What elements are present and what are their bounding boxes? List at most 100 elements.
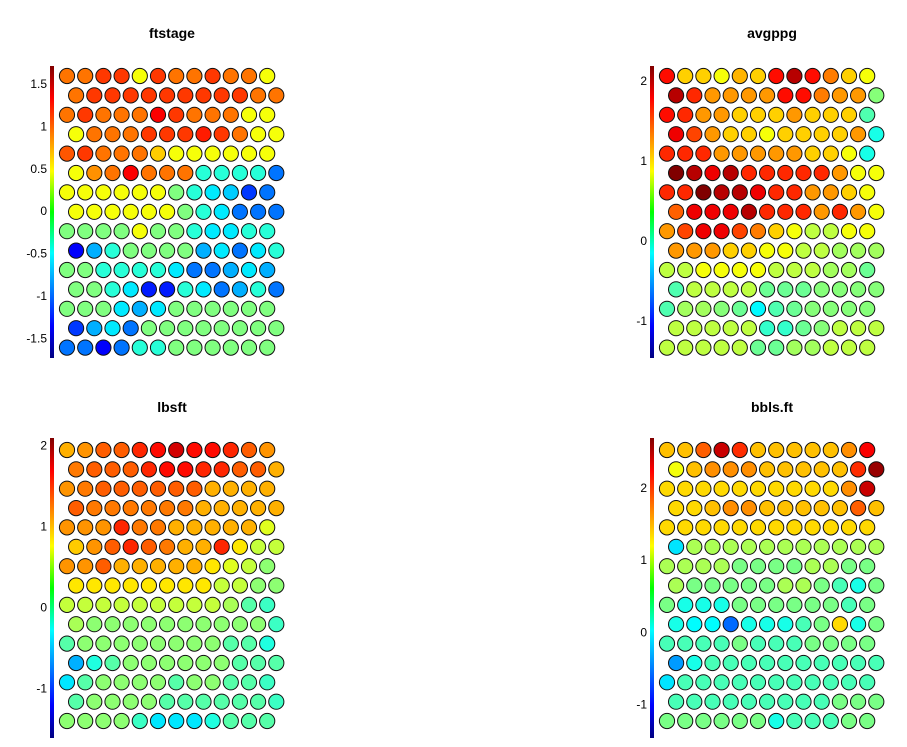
- hex-cell: [740, 654, 758, 672]
- hex-cell: [731, 145, 748, 162]
- hex-cell: [250, 320, 267, 337]
- hex-cell: [722, 577, 739, 594]
- scale-tick-label: 2: [640, 481, 647, 495]
- hex-cell: [222, 223, 239, 240]
- hex-cell: [58, 184, 76, 201]
- hex-cell: [222, 184, 239, 201]
- hex-cell: [58, 480, 76, 497]
- hex-cell: [868, 87, 885, 104]
- hex-cell: [813, 461, 830, 478]
- hex-cell: [104, 461, 121, 478]
- hex-cell: [222, 261, 239, 279]
- hex-cell: [695, 596, 712, 614]
- hex-cell: [777, 87, 794, 104]
- hex-cell: [677, 261, 694, 279]
- hex-cell: [168, 184, 185, 201]
- hex-cell: [149, 145, 167, 162]
- hex-cell: [850, 126, 867, 143]
- hex-cell: [149, 558, 167, 575]
- hex-cell: [850, 87, 867, 104]
- hex-cell: [222, 635, 239, 652]
- hex-cell: [213, 654, 230, 672]
- hex-cell: [868, 538, 885, 555]
- hex-cell: [695, 223, 712, 240]
- hex-cell: [231, 164, 248, 182]
- hex-cell: [840, 674, 858, 691]
- panel-bbls-ft: bbls.ft 2 1 0 -1: [636, 399, 885, 738]
- hex-cell: [704, 281, 721, 298]
- hex-cell: [686, 320, 703, 337]
- hex-cell: [749, 67, 767, 85]
- hex-cell: [677, 674, 694, 691]
- hex-cell: [149, 223, 167, 240]
- scale-tick-label: -1.5: [26, 331, 47, 345]
- hex-cell: [204, 261, 221, 279]
- hex-cell: [813, 242, 830, 259]
- hex-cell: [177, 281, 194, 298]
- hex-cell: [850, 693, 867, 710]
- hex-cell: [777, 126, 794, 143]
- hex-cell: [731, 441, 748, 459]
- hex-cell: [704, 242, 721, 259]
- hex-cell: [259, 674, 276, 691]
- hex-cell: [749, 674, 767, 691]
- hex-cell: [768, 712, 785, 730]
- hex-cell: [268, 616, 285, 633]
- hex-cell: [831, 616, 849, 633]
- hex-cell: [713, 145, 730, 162]
- hex-cell: [658, 106, 676, 123]
- hex-cell: [658, 596, 676, 614]
- hex-cell: [159, 281, 176, 298]
- hex-cell: [668, 87, 685, 104]
- hex-cell: [86, 577, 103, 594]
- hex-cell: [250, 538, 267, 555]
- hex-cell: [168, 674, 185, 691]
- hex-cell: [749, 106, 767, 123]
- hex-cell: [213, 242, 230, 259]
- hex-cell: [122, 500, 139, 517]
- hex-cell: [122, 281, 139, 298]
- hex-cell: [822, 674, 839, 691]
- hex-cell: [768, 106, 785, 123]
- hex-cell: [95, 558, 112, 575]
- hex-cell: [77, 519, 94, 536]
- hex-cell: [231, 654, 248, 672]
- hex-cell: [168, 635, 185, 652]
- hex-cell: [658, 558, 676, 575]
- hex-cell: [804, 184, 821, 201]
- hex-cell: [777, 538, 794, 555]
- hex-cell: [177, 538, 194, 555]
- hex-cell: [749, 712, 767, 730]
- hex-cells: [658, 67, 885, 356]
- hex-cell: [195, 461, 212, 478]
- hex-cell: [859, 261, 876, 279]
- hex-cell: [695, 674, 712, 691]
- hex-cell: [695, 441, 712, 459]
- hex-cell: [140, 126, 157, 143]
- hex-cell: [677, 635, 694, 652]
- panel-lbsft: lbsft 2 1 0 -1: [36, 399, 285, 738]
- hex-cell: [786, 712, 803, 730]
- hex-cell: [95, 712, 112, 730]
- hex-cell: [95, 480, 112, 497]
- hex-cell: [240, 145, 258, 162]
- hex-cell: [768, 184, 785, 201]
- hex-cell: [186, 106, 203, 123]
- hex-cell: [677, 339, 694, 356]
- hex-cell: [759, 577, 776, 594]
- hex-cell: [195, 87, 212, 104]
- hex-cell: [140, 577, 157, 594]
- hex-cell: [231, 538, 248, 555]
- hex-cell: [668, 461, 685, 478]
- hex-cell: [213, 87, 230, 104]
- hex-cell: [713, 339, 730, 356]
- hex-cell: [204, 339, 221, 356]
- hex-cell: [859, 558, 876, 575]
- hex-cell: [131, 339, 148, 356]
- hex-cell: [804, 145, 821, 162]
- hex-cell: [77, 145, 94, 162]
- panel-title: ftstage: [149, 25, 195, 41]
- hex-cell: [168, 339, 185, 356]
- hex-cell: [713, 184, 730, 201]
